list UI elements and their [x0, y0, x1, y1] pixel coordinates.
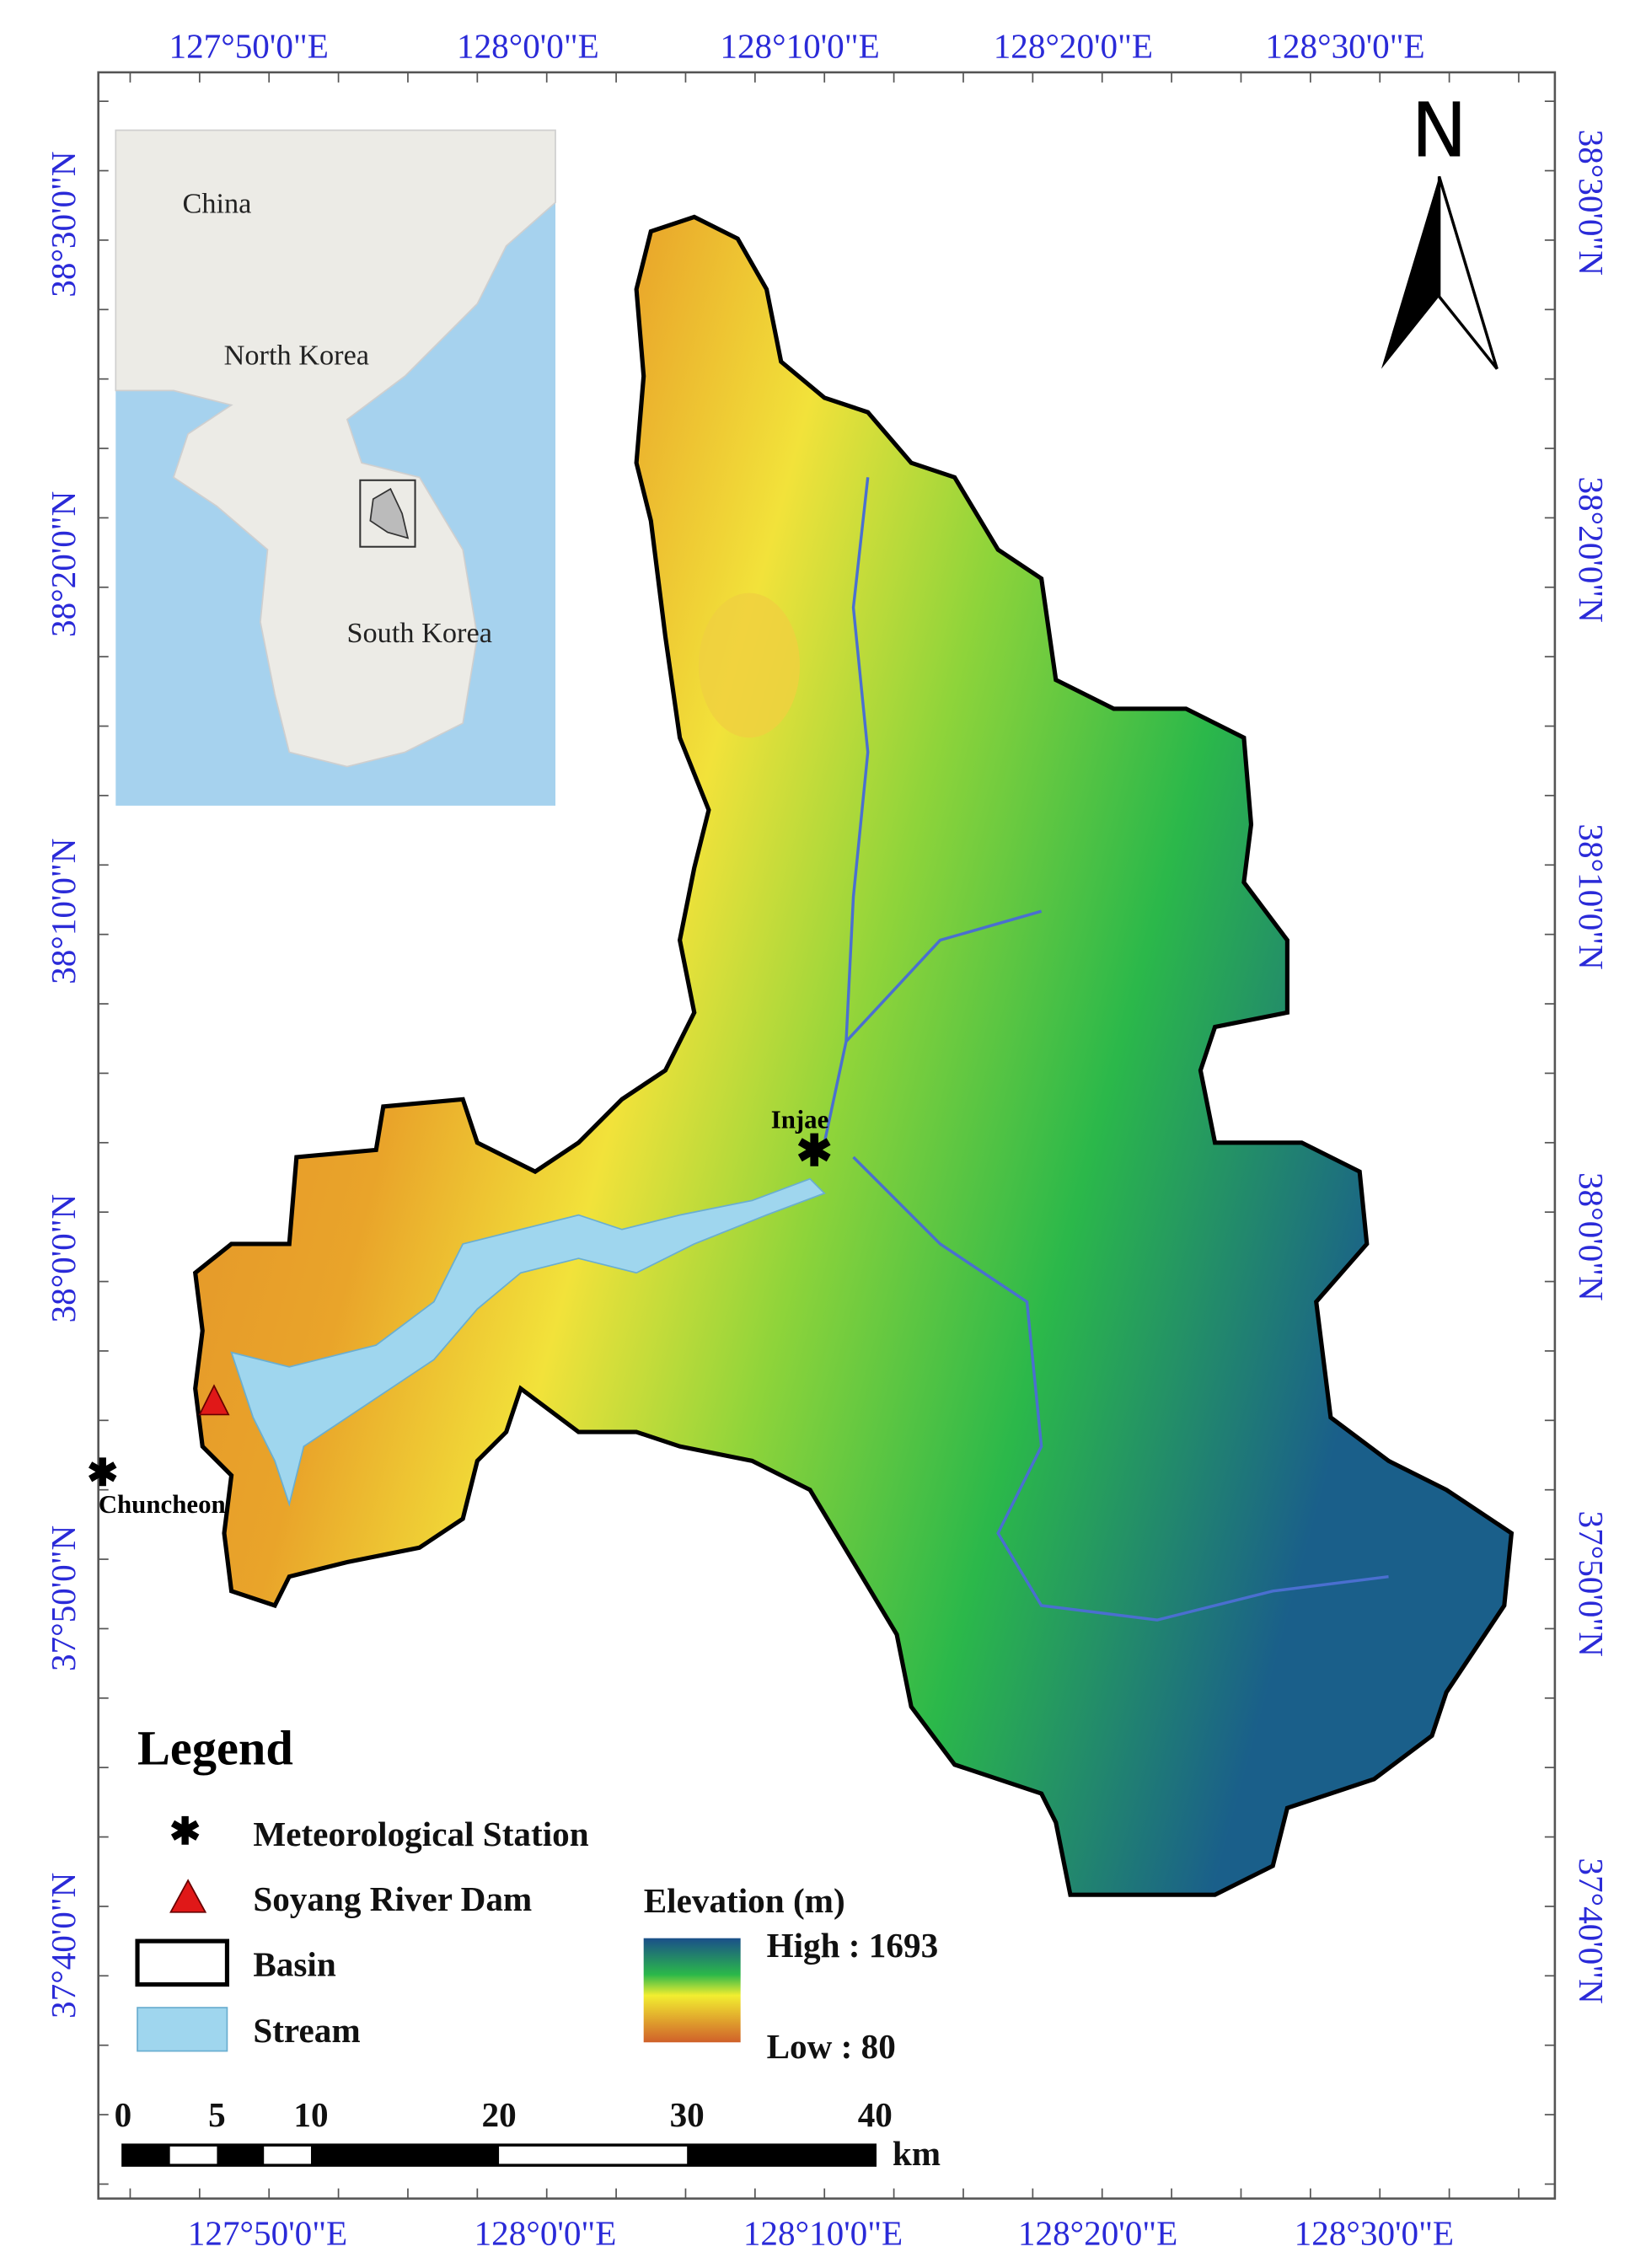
elevation-high: High : 1693 [767, 1926, 939, 1965]
basin [192, 214, 1515, 1897]
elevation-low: Low : 80 [767, 2027, 896, 2066]
scale-label: 40 [858, 2095, 893, 2134]
coord-label: 128°20'0"E [1018, 2214, 1177, 2253]
scale-segment [687, 2145, 876, 2166]
legend-item: Stream [253, 2011, 360, 2050]
legend-symbol [137, 2007, 228, 2052]
coord-label: 38°10'0"N [44, 839, 83, 984]
scale-segment [217, 2145, 265, 2166]
legend-title: Legend [137, 1721, 293, 1776]
lake [230, 1177, 826, 1507]
place-label: Chuncheon [99, 1489, 226, 1519]
coord-label: 128°10'0"E [743, 2214, 903, 2253]
coord-label: 127°50'0"E [188, 2214, 347, 2253]
coord-label: 38°0'0"N [44, 1194, 83, 1323]
inset-land [115, 129, 556, 768]
north-arrow [1381, 176, 1440, 369]
coord-label: 38°30'0"N [1572, 130, 1611, 276]
legend-symbol [169, 1879, 207, 1913]
coord-label: 128°20'0"E [994, 27, 1153, 66]
coord-label: 37°40'0"N [44, 1873, 83, 2019]
coord-label: 38°30'0"N [44, 151, 83, 297]
scale-segment [122, 2145, 170, 2166]
legend-item: Soyang River Dam [253, 1879, 532, 1918]
elevation-title: Elevation (m) [644, 1881, 845, 1921]
scale-label: 30 [670, 2095, 705, 2134]
plateau [698, 592, 801, 738]
north-arrow [1437, 175, 1499, 370]
coord-label: 38°20'0"N [44, 491, 83, 637]
north-label: N [1411, 87, 1467, 174]
place-label: Injae [771, 1105, 829, 1134]
coord-label: 38°20'0"N [1572, 476, 1611, 622]
scale-segment [310, 2145, 500, 2166]
coord-label: 37°40'0"N [1572, 1858, 1611, 2003]
scale-label: 10 [293, 2095, 328, 2134]
map-frame [97, 71, 1557, 2200]
legend-symbol [135, 1938, 230, 1987]
coord-label: 128°0'0"E [457, 27, 599, 66]
scale-unit: km [893, 2134, 941, 2173]
stream [823, 477, 1389, 1622]
scale-label: 5 [208, 2095, 226, 2134]
legend-symbol: ✱ [169, 1810, 201, 1852]
inset-label: North Korea [224, 339, 369, 371]
elevation-bar [643, 1938, 741, 2043]
inset-extent [359, 479, 416, 548]
legend-item: Basin [253, 1944, 336, 1983]
coord-label: 37°50'0"N [44, 1525, 83, 1671]
inset-basin [369, 487, 410, 539]
coord-label: 128°30'0"E [1265, 27, 1424, 66]
station-marker: ✱ [796, 1128, 833, 1176]
coord-label: 128°30'0"E [1295, 2214, 1454, 2253]
coord-label: 128°10'0"E [720, 27, 879, 66]
inset-label: South Korea [346, 617, 491, 649]
inset-label: China [182, 187, 251, 219]
coord-label: 37°50'0"N [1572, 1511, 1611, 1657]
coord-label: 38°10'0"N [1572, 823, 1611, 969]
scale-label: 0 [115, 2095, 132, 2134]
coordinate-labels: 127°50'0"E 128°0'0"E 128°10'0"E 128°20'0"E 1… [44, 27, 1611, 2253]
scale-label: 20 [481, 2095, 516, 2134]
coord-label: 38°0'0"N [1572, 1172, 1611, 1301]
coord-label: 127°50'0"E [169, 27, 329, 66]
station-marker: ✱ [87, 1452, 118, 1494]
legend-item: Meteorological Station [253, 1815, 588, 1853]
dam-marker [198, 1384, 230, 1416]
coord-label: 128°0'0"E [474, 2214, 617, 2253]
